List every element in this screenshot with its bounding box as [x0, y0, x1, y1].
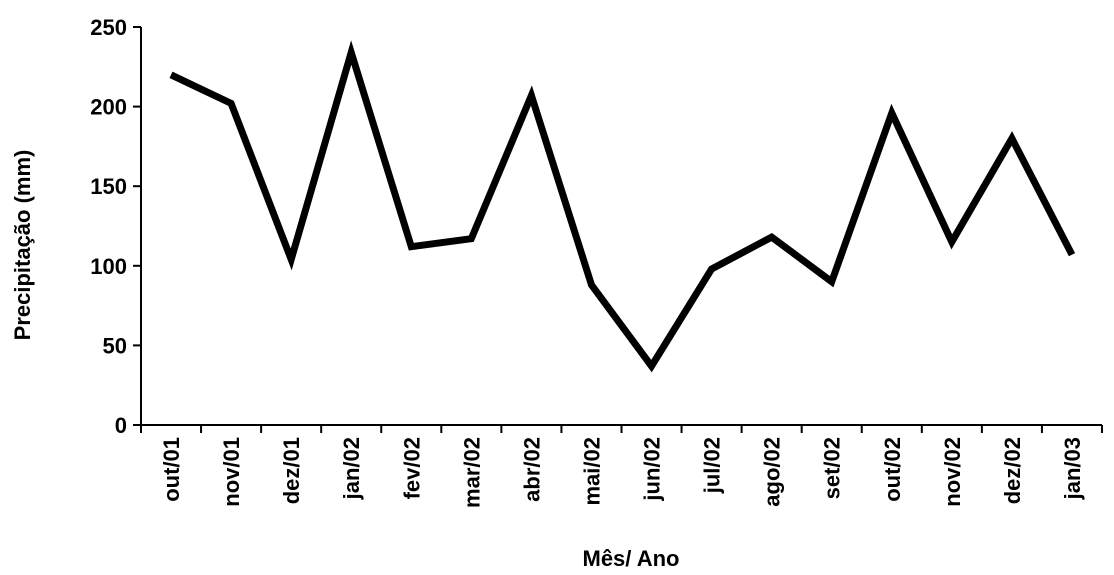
x-axis: out/01 nov/01 dez/01 jan/02 fev/02 mar/02 abr/… — [140, 424, 1103, 508]
x-tick-label: dez/01 — [279, 437, 304, 504]
y-tick-label: 250 — [90, 15, 127, 40]
series-layer — [169, 40, 1076, 373]
x-tick-label: fev/02 — [399, 437, 424, 499]
y-tick-label: 50 — [103, 333, 127, 358]
x-tick-label: mar/02 — [459, 437, 484, 508]
x-tick-label: jul/02 — [700, 437, 725, 494]
series-line — [169, 40, 1076, 373]
y-axis: 0 50 100 150 200 250 — [90, 15, 142, 438]
x-tick-label: nov/01 — [219, 437, 244, 507]
y-tick-label: 100 — [90, 254, 127, 279]
x-tick-label: jun/02 — [640, 437, 665, 502]
x-tick-label: abr/02 — [519, 437, 544, 502]
x-tick-label: dez/02 — [1000, 437, 1025, 504]
y-axis-title: Precipitação (mm) — [10, 150, 35, 341]
x-tick-label: mai/02 — [579, 437, 604, 506]
x-tick-label: out/02 — [880, 437, 905, 502]
x-tick-label: jan/02 — [339, 437, 364, 500]
x-tick-label: ago/02 — [760, 437, 785, 507]
y-tick-label: 150 — [90, 174, 127, 199]
x-axis-title: Mês/ Ano — [583, 546, 680, 571]
y-tick-label: 200 — [90, 95, 127, 120]
x-tick-label: set/02 — [820, 437, 845, 499]
x-tick-label: nov/02 — [940, 437, 965, 507]
x-tick-label: jan/03 — [1060, 437, 1085, 500]
x-tick-label: out/01 — [159, 437, 184, 502]
y-tick-label: 0 — [115, 413, 127, 438]
